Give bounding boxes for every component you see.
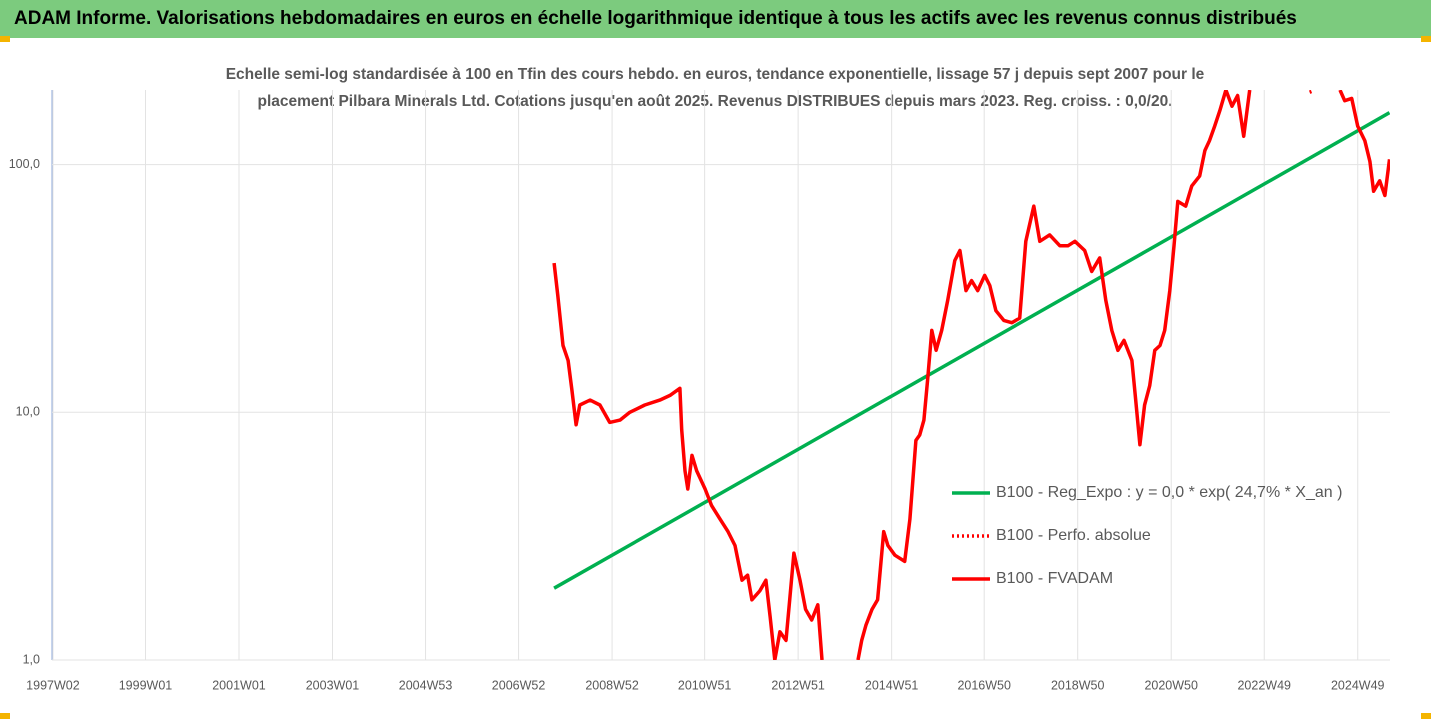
x-tick-label: 2020W50 <box>1144 678 1198 692</box>
x-tick-label: 2010W51 <box>678 678 732 692</box>
y-tick-label: 1,0 <box>23 652 40 666</box>
x-tick-label: 2014W51 <box>865 678 919 692</box>
legend-label: B100 - Perfo. absolue <box>996 527 1151 544</box>
banner <box>0 0 1431 38</box>
corner-mark <box>1421 36 1431 42</box>
series-line <box>553 111 1390 590</box>
legend-label: B100 - FVADAM <box>996 570 1113 587</box>
x-tick-label: 2012W51 <box>771 678 825 692</box>
x-tick-label: 2018W50 <box>1051 678 1105 692</box>
chart-title: Echelle semi-log standardisée à 100 en T… <box>226 66 1205 83</box>
x-tick-label: 2024W49 <box>1331 678 1385 692</box>
legend-label: B100 - Reg_Expo : y = 0,0 * exp( 24,7% *… <box>996 484 1342 501</box>
y-tick-label: 10,0 <box>16 405 40 419</box>
series-line <box>1309 90 1315 94</box>
banner-title: ADAM Informe. Valorisations hebdomadaire… <box>14 8 1297 29</box>
x-tick-label: 2006W52 <box>492 678 546 692</box>
y-tick-label: 100,0 <box>9 157 40 171</box>
x-tick-label: 2022W49 <box>1237 678 1291 692</box>
x-tick-label: 1997W02 <box>26 678 80 692</box>
x-tick-label: 1999W01 <box>119 678 173 692</box>
corner-mark <box>0 713 10 719</box>
chart-title: placement Pilbara Minerals Ltd. Cotation… <box>257 93 1172 110</box>
series-line <box>552 90 1390 660</box>
x-tick-label: 2001W01 <box>212 678 266 692</box>
x-tick-label: 2008W52 <box>585 678 639 692</box>
corner-mark <box>0 36 10 42</box>
corner-mark <box>1421 713 1431 719</box>
plot-area <box>552 90 1390 660</box>
x-tick-label: 2016W50 <box>957 678 1011 692</box>
x-tick-label: 2004W53 <box>399 678 453 692</box>
x-tick-label: 2003W01 <box>306 678 360 692</box>
